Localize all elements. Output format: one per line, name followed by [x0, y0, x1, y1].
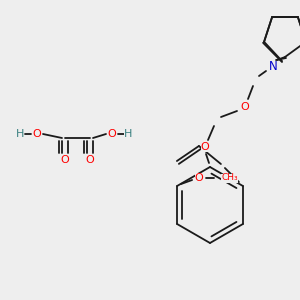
- Text: O: O: [108, 129, 116, 139]
- Text: O: O: [85, 155, 94, 165]
- Text: O: O: [195, 173, 203, 183]
- Text: H: H: [16, 129, 24, 139]
- Text: O: O: [241, 102, 249, 112]
- Text: O: O: [201, 142, 209, 152]
- Text: O: O: [33, 129, 41, 139]
- Text: N: N: [268, 61, 278, 74]
- Text: O: O: [61, 155, 69, 165]
- Text: H: H: [124, 129, 132, 139]
- Text: CH₃: CH₃: [221, 173, 238, 182]
